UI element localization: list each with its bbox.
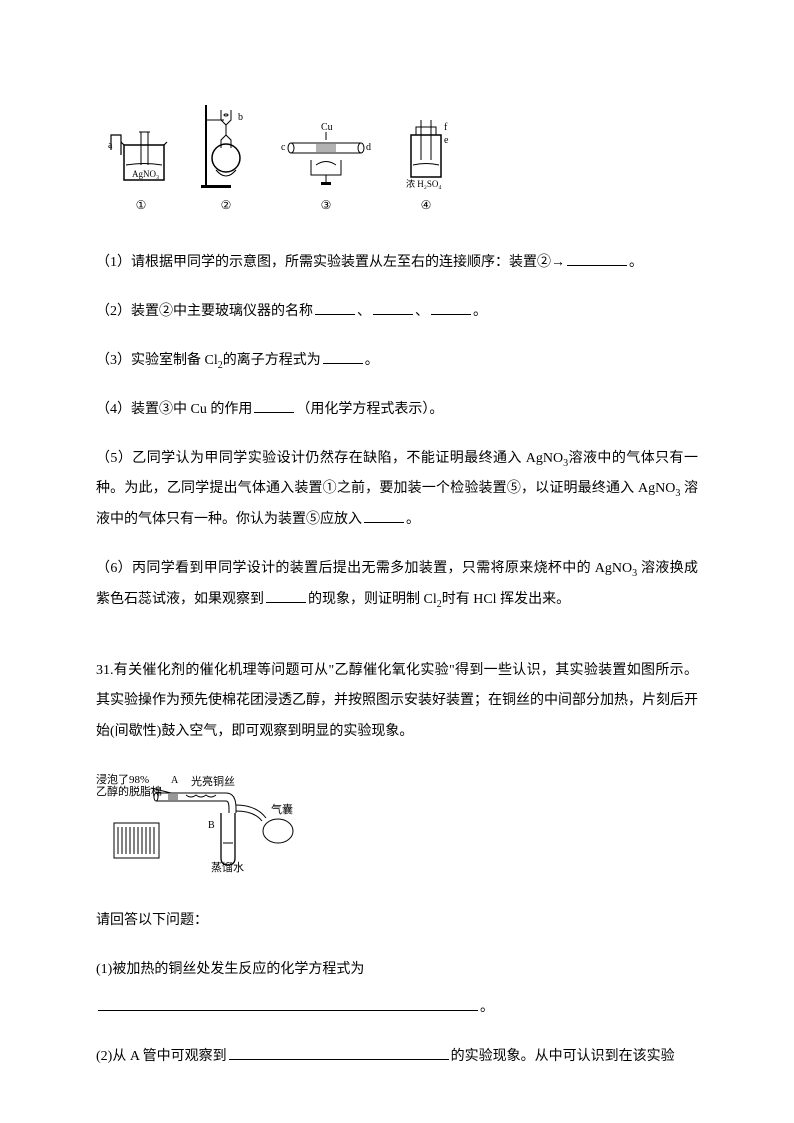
blank: [323, 350, 363, 364]
svg-text:e: e: [444, 135, 449, 146]
q31-sub1: (1)被加热的铜丝处发生反应的化学方程式为: [96, 955, 698, 986]
q1-text: （1）请根据甲同学的示意图，所需实验装置从左至右的连接顺序：装置②→: [96, 255, 565, 270]
ethanol-apparatus-figure: 浸泡了98% 乙醇的脱脂棉 A 光亮铜丝 气囊 B 蒸馏水: [96, 763, 698, 886]
solute-label: AgNO₃: [132, 169, 159, 179]
question-2: （2）装置②中主要玻璃仪器的名称 、 、 。: [96, 297, 698, 328]
question-3: （3）实验室制备 Cl2的离子方程式为。: [96, 346, 698, 377]
svg-text:蒸馏水: 蒸馏水: [211, 860, 244, 873]
q4-text-a: （4）装置③中 Cu 的作用: [96, 402, 252, 417]
q6-text-c: 的现象，则证明制 Cl: [308, 592, 437, 607]
q3-text-b: 的离子方程式为: [223, 353, 321, 368]
q3-end: 。: [365, 353, 379, 368]
apparatus-2: b ②: [196, 100, 256, 218]
apparatus-3-label: ③: [321, 192, 332, 218]
tube-furnace-icon: Cu c d: [276, 120, 376, 190]
svg-text:浸泡了98%: 浸泡了98%: [96, 772, 149, 786]
q1-end: 。: [629, 255, 643, 270]
q6-text-d: 时有 HCl 挥发出来。: [442, 592, 570, 607]
question-5: （5）乙同学认为甲同学实验设计仍然存在缺陷，不能证明最终通入 AgNO3溶液中的…: [96, 444, 698, 536]
blank: [254, 399, 294, 413]
question-4: （4）装置③中 Cu 的作用 （用化学方程式表示）。: [96, 395, 698, 426]
q2-sep2: 、: [415, 304, 429, 319]
q4-text-b: （用化学方程式表示）。: [296, 402, 443, 417]
blank: [567, 252, 627, 266]
svg-text:b: b: [238, 112, 243, 123]
ethanol-setup-icon: 浸泡了98% 乙醇的脱脂棉 A 光亮铜丝 气囊 B 蒸馏水: [96, 763, 306, 873]
q31-sub1-blank-line: 。: [96, 993, 698, 1024]
blank: [266, 589, 306, 603]
bottle-icon: f e 浓 H₂SO₄: [396, 115, 456, 190]
q2-text-a: （2）装置②中主要玻璃仪器的名称: [96, 304, 313, 319]
svg-text:f: f: [444, 122, 448, 133]
q31-1-end: 。: [480, 1000, 494, 1015]
svg-text:浓 H₂SO₄: 浓 H₂SO₄: [406, 179, 442, 189]
svg-text:c: c: [281, 142, 286, 153]
q31-2a: (2)从 A 管中可观察到: [96, 1049, 227, 1064]
q31-prompt: 请回答以下问题：: [96, 906, 698, 937]
apparatus-4-label: ④: [421, 192, 432, 218]
blank: [364, 509, 404, 523]
question-6: （6）丙同学看到甲同学设计的装置后提出无需多加装置，只需将原来烧杯中的 AgNO…: [96, 554, 698, 616]
svg-text:d: d: [366, 142, 371, 153]
q3-text-a: （3）实验室制备 Cl: [96, 353, 218, 368]
apparatus-3: Cu c d ③: [276, 120, 376, 218]
svg-text:a: a: [108, 140, 113, 151]
beaker-icon: a AgNO₃: [106, 120, 176, 190]
q5-text-a: （5）乙同学认为甲同学实验设计仍然存在缺陷，不能证明最终通入 AgNO: [96, 451, 563, 466]
blank: [373, 301, 413, 315]
apparatus-figure-row: a AgNO₃ ① b ② Cu: [106, 100, 698, 218]
q31-intro: 31.有关催化剂的催化机理等问题可从"乙醇催化氧化实验"得到一些认识，其实验装置…: [96, 656, 698, 748]
blank: [431, 301, 471, 315]
blank: [98, 997, 478, 1011]
blank: [229, 1046, 449, 1060]
q31-2b: 的实验现象。从中可认识到在该实验: [451, 1049, 675, 1064]
apparatus-1-label: ①: [136, 192, 147, 218]
question-1: （1）请根据甲同学的示意图，所需实验装置从左至右的连接顺序：装置②→ 。: [96, 248, 698, 279]
svg-text:A: A: [171, 775, 179, 786]
svg-text:光亮铜丝: 光亮铜丝: [191, 774, 235, 788]
q2-sep1: 、: [357, 304, 371, 319]
svg-text:B: B: [208, 820, 215, 831]
svg-text:Cu: Cu: [321, 122, 333, 133]
blank: [315, 301, 355, 315]
q31-sub2: (2)从 A 管中可观察到 的实验现象。从中可认识到在该实验: [96, 1042, 698, 1073]
q2-end: 。: [473, 304, 487, 319]
q6-text-a: （6）丙同学看到甲同学设计的装置后提出无需多加装置，只需将原来烧杯中的 AgNO: [96, 561, 632, 576]
q5-end: 。: [406, 512, 420, 527]
flask-stand-icon: b: [196, 100, 256, 190]
apparatus-4: f e 浓 H₂SO₄ ④: [396, 115, 456, 218]
svg-text:乙醇的脱脂棉: 乙醇的脱脂棉: [96, 784, 162, 798]
apparatus-1: a AgNO₃ ①: [106, 120, 176, 218]
svg-text:气囊: 气囊: [271, 802, 293, 816]
apparatus-2-label: ②: [221, 192, 232, 218]
